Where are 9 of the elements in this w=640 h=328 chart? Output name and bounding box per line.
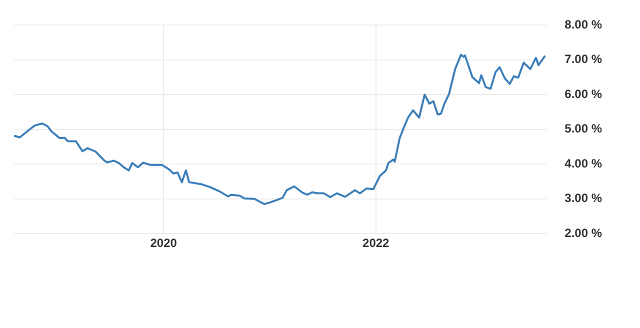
x-tick-label: 2022 [362, 236, 390, 250]
y-tick-label: 6.00 % [564, 86, 602, 101]
y-tick-label: 4.00 % [564, 156, 602, 170]
y-tick-label: 5.00 % [564, 122, 602, 136]
y-tick-label: 2.00 % [564, 226, 602, 240]
x-tick-label: 2020 [150, 236, 178, 250]
y-tick-label: 3.00 % [564, 191, 602, 206]
y-tick-label: 8.00 % [564, 18, 602, 32]
y-tick-label: 7.00 % [564, 52, 602, 66]
